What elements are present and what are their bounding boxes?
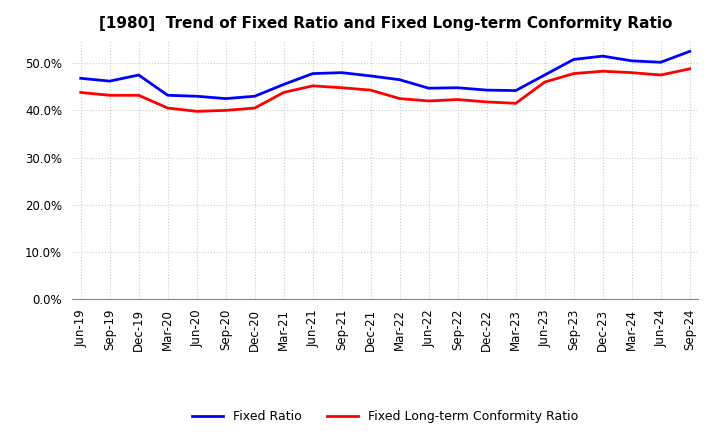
Fixed Long-term Conformity Ratio	[366, 88, 375, 93]
Fixed Long-term Conformity Ratio	[482, 99, 491, 105]
Fixed Long-term Conformity Ratio	[627, 70, 636, 75]
Fixed Ratio	[395, 77, 404, 82]
Fixed Ratio	[338, 70, 346, 75]
Fixed Long-term Conformity Ratio	[221, 108, 230, 113]
Fixed Long-term Conformity Ratio	[685, 66, 694, 72]
Fixed Ratio	[657, 59, 665, 65]
Fixed Ratio	[135, 72, 143, 77]
Fixed Ratio	[105, 78, 114, 84]
Fixed Ratio	[192, 94, 201, 99]
Fixed Long-term Conformity Ratio	[308, 83, 317, 88]
Fixed Long-term Conformity Ratio	[424, 98, 433, 103]
Fixed Long-term Conformity Ratio	[192, 109, 201, 114]
Fixed Long-term Conformity Ratio	[395, 96, 404, 101]
Fixed Ratio	[308, 71, 317, 76]
Fixed Long-term Conformity Ratio	[251, 106, 259, 111]
Legend: Fixed Ratio, Fixed Long-term Conformity Ratio: Fixed Ratio, Fixed Long-term Conformity …	[187, 405, 583, 428]
Fixed Ratio	[482, 88, 491, 93]
Fixed Ratio	[454, 85, 462, 90]
Fixed Ratio	[541, 72, 549, 77]
Line: Fixed Long-term Conformity Ratio: Fixed Long-term Conformity Ratio	[81, 69, 690, 111]
Fixed Long-term Conformity Ratio	[76, 90, 85, 95]
Fixed Ratio	[366, 73, 375, 79]
Fixed Long-term Conformity Ratio	[163, 106, 172, 111]
Fixed Ratio	[598, 54, 607, 59]
Fixed Ratio	[685, 49, 694, 54]
Fixed Long-term Conformity Ratio	[598, 69, 607, 74]
Fixed Ratio	[570, 57, 578, 62]
Fixed Long-term Conformity Ratio	[338, 85, 346, 90]
Title: [1980]  Trend of Fixed Ratio and Fixed Long-term Conformity Ratio: [1980] Trend of Fixed Ratio and Fixed Lo…	[99, 16, 672, 32]
Fixed Long-term Conformity Ratio	[570, 71, 578, 76]
Fixed Long-term Conformity Ratio	[135, 93, 143, 98]
Fixed Long-term Conformity Ratio	[657, 72, 665, 77]
Fixed Ratio	[424, 85, 433, 91]
Fixed Ratio	[279, 82, 288, 87]
Fixed Ratio	[221, 96, 230, 101]
Fixed Long-term Conformity Ratio	[105, 93, 114, 98]
Fixed Ratio	[76, 76, 85, 81]
Fixed Long-term Conformity Ratio	[279, 90, 288, 95]
Fixed Long-term Conformity Ratio	[541, 80, 549, 85]
Fixed Long-term Conformity Ratio	[511, 101, 520, 106]
Fixed Ratio	[251, 94, 259, 99]
Line: Fixed Ratio: Fixed Ratio	[81, 51, 690, 99]
Fixed Ratio	[163, 93, 172, 98]
Fixed Long-term Conformity Ratio	[454, 97, 462, 102]
Fixed Ratio	[627, 58, 636, 63]
Fixed Ratio	[511, 88, 520, 93]
